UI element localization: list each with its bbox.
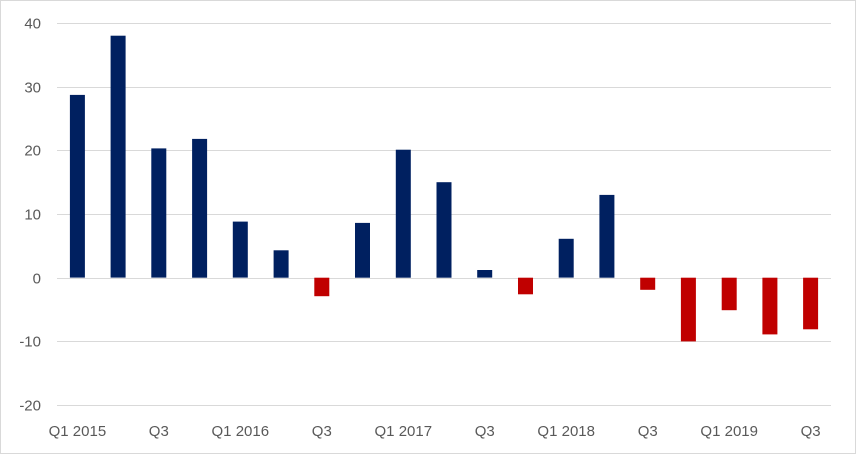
x-tick-label: Q3 — [312, 423, 332, 440]
x-tick-label: Q1 2017 — [375, 423, 433, 440]
bar-q1-2019 — [721, 277, 737, 311]
bar-q2-2016 — [273, 250, 289, 278]
bar-q4-2018 — [680, 277, 696, 342]
y-tick-label: 20 — [24, 143, 41, 160]
y-tick-label: -20 — [19, 398, 41, 415]
bar-q1-2017 — [395, 149, 411, 278]
x-tick-label: Q1 2016 — [212, 423, 270, 440]
bar-q3-2017 — [477, 270, 493, 278]
bar-q3-2018 — [640, 277, 656, 290]
bar-q2-2017 — [436, 182, 452, 278]
bar-q3-2019 — [803, 277, 819, 330]
bar-q2-2018 — [599, 194, 615, 278]
y-tick-label: 30 — [24, 80, 41, 97]
bar-q4-2015 — [192, 138, 208, 278]
bar-q2-2015 — [110, 35, 126, 278]
bar-q2-2019 — [762, 277, 778, 335]
bar-q3-2015 — [151, 148, 167, 278]
bar-q1-2018 — [558, 238, 574, 278]
bar-q4-2016 — [355, 222, 370, 278]
y-tick-label: 0 — [33, 271, 41, 288]
x-tick-label: Q3 — [149, 423, 169, 440]
bars — [69, 35, 819, 342]
y-axis-tick-labels: -20 -10 0 10 20 30 40 — [19, 16, 41, 415]
bar-q3-2016 — [314, 277, 330, 297]
y-tick-label: -10 — [19, 334, 41, 351]
y-tick-label: 10 — [24, 207, 41, 224]
bar-q1-2016 — [232, 221, 248, 278]
x-tick-label: Q1 2015 — [49, 423, 107, 440]
x-tick-label: Q3 — [475, 423, 495, 440]
x-tick-label: Q1 2019 — [700, 423, 758, 440]
gridlines — [57, 23, 831, 406]
x-tick-label: Q3 — [638, 423, 658, 440]
bar-q4-2017 — [518, 277, 533, 295]
bar-q1-2015 — [69, 94, 85, 278]
x-tick-label: Q3 — [801, 423, 821, 440]
y-tick-label: 40 — [24, 16, 41, 33]
x-tick-label: Q1 2018 — [537, 423, 595, 440]
x-axis-tick-labels: Q1 2015 Q3 Q1 2016 Q3 Q1 2017 Q3 Q1 2018 Q3 Q1 2… — [49, 423, 821, 440]
